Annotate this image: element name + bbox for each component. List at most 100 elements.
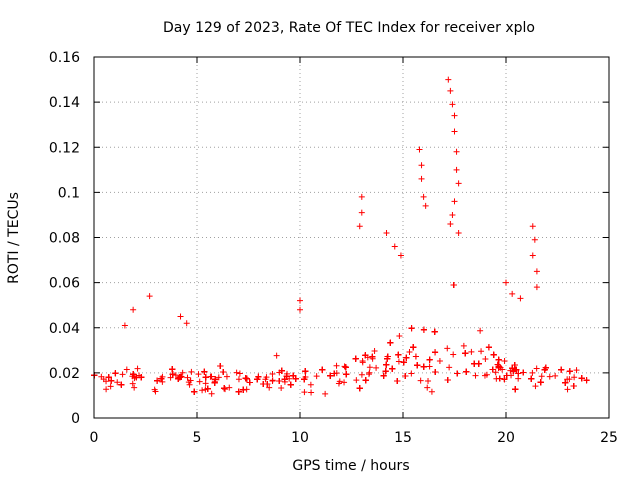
data-point (129, 380, 136, 387)
data-point (358, 193, 365, 200)
data-point (389, 365, 396, 372)
data-point (418, 162, 425, 169)
data-point (133, 374, 140, 381)
data-point (432, 349, 439, 356)
data-point (130, 371, 137, 378)
data-point (436, 358, 443, 365)
data-point (208, 390, 215, 397)
data-point (130, 306, 137, 313)
data-point (455, 229, 462, 236)
data-point (220, 369, 227, 376)
data-point (278, 384, 285, 391)
data-point (287, 381, 294, 388)
data-point (451, 198, 458, 205)
data-point (496, 375, 503, 382)
data-point (513, 366, 520, 373)
y-tick-label: 0 (71, 411, 80, 427)
data-point (387, 339, 394, 346)
data-point (187, 377, 194, 384)
data-point (583, 377, 590, 384)
data-point (391, 243, 398, 250)
data-point (400, 359, 407, 366)
y-tick-labels: 0 0.02 0.04 0.06 0.08 0.1 0.12 0.14 0.16 (49, 50, 80, 427)
data-point (573, 367, 580, 374)
data-point (408, 370, 415, 377)
y-tick-label: 0.12 (49, 140, 80, 156)
data-point (468, 348, 475, 355)
data-point (98, 373, 105, 380)
data-points (91, 76, 590, 397)
data-point (358, 209, 365, 216)
data-point (382, 368, 389, 375)
data-point (154, 377, 161, 384)
data-point (380, 372, 387, 379)
data-point (331, 370, 338, 377)
data-point (417, 377, 424, 384)
y-tick-label: 0.06 (49, 276, 80, 292)
data-point (359, 359, 366, 366)
data-point (450, 282, 457, 289)
data-point (495, 363, 502, 370)
data-point (327, 372, 334, 379)
data-point (199, 387, 206, 394)
data-point (384, 355, 391, 362)
data-point (418, 175, 425, 182)
data-point (422, 202, 429, 209)
data-point (107, 383, 114, 390)
chart-title: Day 129 of 2023, Rate Of TEC Index for r… (163, 20, 535, 36)
data-point (167, 374, 174, 381)
y-tick-label: 0.16 (49, 50, 80, 66)
data-point (444, 345, 451, 352)
data-point (191, 388, 198, 395)
data-point (451, 128, 458, 135)
data-point (403, 354, 410, 361)
data-point (108, 377, 115, 384)
data-point (412, 353, 419, 360)
data-point (531, 236, 538, 243)
data-point (431, 328, 438, 335)
data-point (395, 358, 402, 365)
data-point (184, 374, 191, 381)
data-point (356, 385, 363, 392)
data-point (478, 348, 485, 355)
data-point (371, 347, 378, 354)
x-tick-label: 10 (291, 430, 309, 446)
x-tick-labels: 0 5 10 15 20 25 (90, 430, 618, 446)
data-point (552, 372, 559, 379)
data-point (264, 381, 271, 388)
data-point (455, 180, 462, 187)
data-point (186, 381, 193, 388)
data-point (204, 385, 211, 392)
data-point (472, 372, 479, 379)
data-point (307, 381, 314, 388)
data-point (356, 223, 363, 230)
data-point (395, 351, 402, 358)
data-point (202, 374, 209, 381)
data-point (217, 363, 224, 370)
data-point (105, 374, 112, 381)
data-point (490, 351, 497, 358)
x-tick-label: 25 (600, 430, 618, 446)
data-point (402, 372, 409, 379)
data-point (308, 389, 315, 396)
data-point (538, 373, 545, 380)
data-point (366, 364, 373, 371)
data-point (177, 313, 184, 320)
data-point (462, 350, 469, 357)
data-point (322, 390, 329, 397)
data-point (146, 293, 153, 300)
data-point (158, 375, 165, 382)
x-axis-label: GPS time / hours (292, 458, 409, 474)
y-axis-label: ROTI / TECUs (6, 192, 22, 284)
data-point (533, 284, 540, 291)
data-point (215, 374, 222, 381)
data-point (533, 268, 540, 275)
data-point (410, 344, 417, 351)
data-point (509, 290, 516, 297)
data-point (383, 361, 390, 368)
data-point (512, 386, 519, 393)
data-point (445, 76, 452, 83)
data-point (532, 383, 539, 390)
data-point (541, 366, 548, 373)
